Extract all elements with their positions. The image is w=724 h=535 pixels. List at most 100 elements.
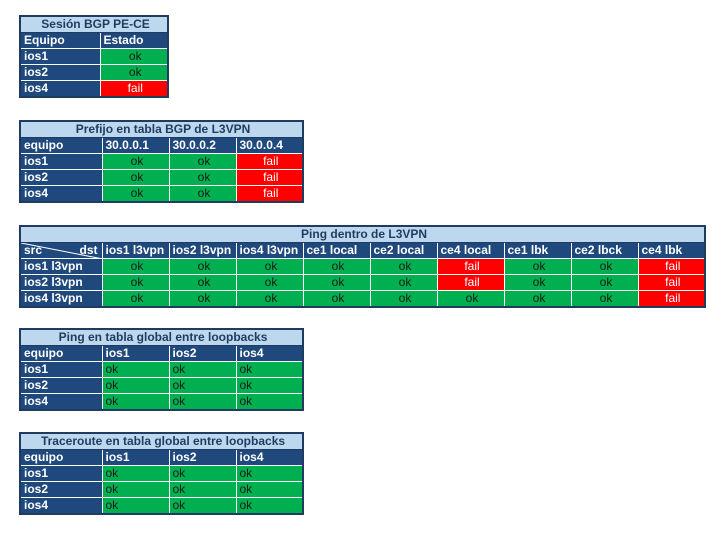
- status-cell: ok: [235, 377, 304, 394]
- status-cell: ok: [168, 465, 237, 482]
- table-title: Sesión BGP PE-CE: [19, 15, 169, 33]
- table-row: ios2 ok ok fail: [19, 169, 304, 186]
- status-cell: fail: [235, 153, 304, 170]
- status-cell: fail: [436, 274, 505, 291]
- traceroute-global-table: Traceroute en tabla global entre loopbac…: [19, 432, 305, 515]
- status-cell: ok: [302, 258, 371, 275]
- status-cell: ok: [235, 274, 304, 291]
- status-cell: ok: [101, 153, 170, 170]
- column-header: equipo: [19, 449, 103, 466]
- status-cell: ok: [101, 497, 170, 515]
- column-header: ce2 local: [369, 242, 438, 259]
- column-header: ios1: [101, 345, 170, 362]
- status-cell: ok: [101, 169, 170, 186]
- status-cell: ok: [235, 258, 304, 275]
- row-header: ios4: [19, 497, 103, 515]
- column-header: ce1 lbk: [503, 242, 572, 259]
- status-cell: ok: [101, 258, 170, 275]
- column-header: ce1 local: [302, 242, 371, 259]
- status-cell: ok: [101, 361, 170, 378]
- table-row: ios1 l3vpn ok ok ok ok ok fail ok ok fai…: [19, 258, 706, 275]
- status-cell: fail: [235, 185, 304, 203]
- row-header: ios1: [19, 465, 103, 482]
- src-label: src: [24, 243, 43, 258]
- status-cell: ok: [101, 290, 170, 308]
- table-title: Prefijo en tabla BGP de L3VPN: [19, 120, 304, 138]
- row-header: ios4: [19, 393, 103, 411]
- status-cell: ok: [99, 64, 169, 81]
- column-header: ce2 lbck: [570, 242, 639, 259]
- row-header: ios1: [19, 153, 103, 170]
- row-header: ios1 l3vpn: [19, 258, 103, 275]
- row-header: ios2: [19, 169, 103, 186]
- column-header: 30.0.0.1: [101, 137, 170, 154]
- bgp-session-table: Sesión BGP PE-CE Equipo Estado ios1 ok i…: [19, 15, 170, 98]
- table-row: ios4 ok ok fail: [19, 185, 304, 203]
- status-cell: ok: [168, 153, 237, 170]
- status-cell: ok: [235, 393, 304, 411]
- column-header: 30.0.0.2: [168, 137, 237, 154]
- table-row: ios4 l3vpn ok ok ok ok ok ok ok ok fail: [19, 290, 706, 308]
- column-header: ce4 lbk: [637, 242, 706, 259]
- status-cell: ok: [235, 497, 304, 515]
- column-header: ios2: [168, 345, 237, 362]
- status-cell: ok: [168, 377, 237, 394]
- table-title: Ping dentro de L3VPN: [19, 225, 706, 243]
- table-row: ios4 ok ok ok: [19, 497, 304, 515]
- status-cell: ok: [235, 290, 304, 308]
- status-cell: ok: [503, 290, 572, 308]
- status-cell: fail: [436, 258, 505, 275]
- row-header: ios1: [19, 361, 103, 378]
- status-cell: ok: [101, 393, 170, 411]
- status-cell: ok: [235, 481, 304, 498]
- column-header: ios4 l3vpn: [235, 242, 304, 259]
- column-header: equipo: [19, 345, 103, 362]
- status-cell: ok: [101, 185, 170, 203]
- row-header: ios2 l3vpn: [19, 274, 103, 291]
- table-title: Ping en tabla global entre loopbacks: [19, 328, 304, 346]
- status-cell: ok: [101, 481, 170, 498]
- status-cell: ok: [168, 481, 237, 498]
- table-row: ios2 ok ok ok: [19, 377, 304, 394]
- diagonal-divider-icon: [21, 243, 98, 258]
- table-row: ios1 ok: [19, 48, 169, 65]
- status-cell: ok: [101, 465, 170, 482]
- table-row: ios4 ok ok ok: [19, 393, 304, 411]
- status-cell: ok: [168, 169, 237, 186]
- status-cell: ok: [168, 497, 237, 515]
- table-row: ios2 ok: [19, 64, 169, 81]
- row-header: ios4 l3vpn: [19, 290, 103, 308]
- status-cell: ok: [302, 290, 371, 308]
- row-header: ios2: [19, 377, 103, 394]
- bgp-prefix-table: Prefijo en tabla BGP de L3VPN equipo 30.…: [19, 120, 304, 203]
- status-cell: ok: [168, 185, 237, 203]
- status-cell: ok: [101, 377, 170, 394]
- row-header: ios1: [19, 48, 101, 65]
- table-title: Traceroute en tabla global entre loopbac…: [19, 432, 304, 450]
- column-header: ios1 l3vpn: [101, 242, 170, 259]
- status-cell: fail: [99, 80, 169, 98]
- table-row: ios1 ok ok ok: [19, 361, 304, 378]
- status-cell: ok: [168, 258, 237, 275]
- table-row: ios1 ok ok fail: [19, 153, 304, 170]
- table-row: ios2 l3vpn ok ok ok ok ok fail ok ok fai…: [19, 274, 706, 291]
- ping-vpn-table: Ping dentro de L3VPN src dst ios1 l3vpn …: [19, 225, 707, 308]
- status-cell: ok: [235, 361, 304, 378]
- status-cell: ok: [168, 290, 237, 308]
- table-row: ios4 fail: [19, 80, 169, 98]
- status-cell: ok: [235, 465, 304, 482]
- column-header: ce4 local: [436, 242, 505, 259]
- column-header: 30.0.0.4: [235, 137, 304, 154]
- row-header: ios2: [19, 64, 101, 81]
- dst-label: dst: [79, 243, 98, 258]
- status-cell: ok: [369, 274, 438, 291]
- status-cell: ok: [99, 48, 169, 65]
- column-header: ios2 l3vpn: [168, 242, 237, 259]
- column-header: ios1: [101, 449, 170, 466]
- status-cell: ok: [101, 274, 170, 291]
- status-cell: ok: [168, 393, 237, 411]
- status-cell: ok: [570, 290, 639, 308]
- status-cell: ok: [302, 274, 371, 291]
- column-header: Equipo: [19, 32, 101, 49]
- column-header: ios2: [168, 449, 237, 466]
